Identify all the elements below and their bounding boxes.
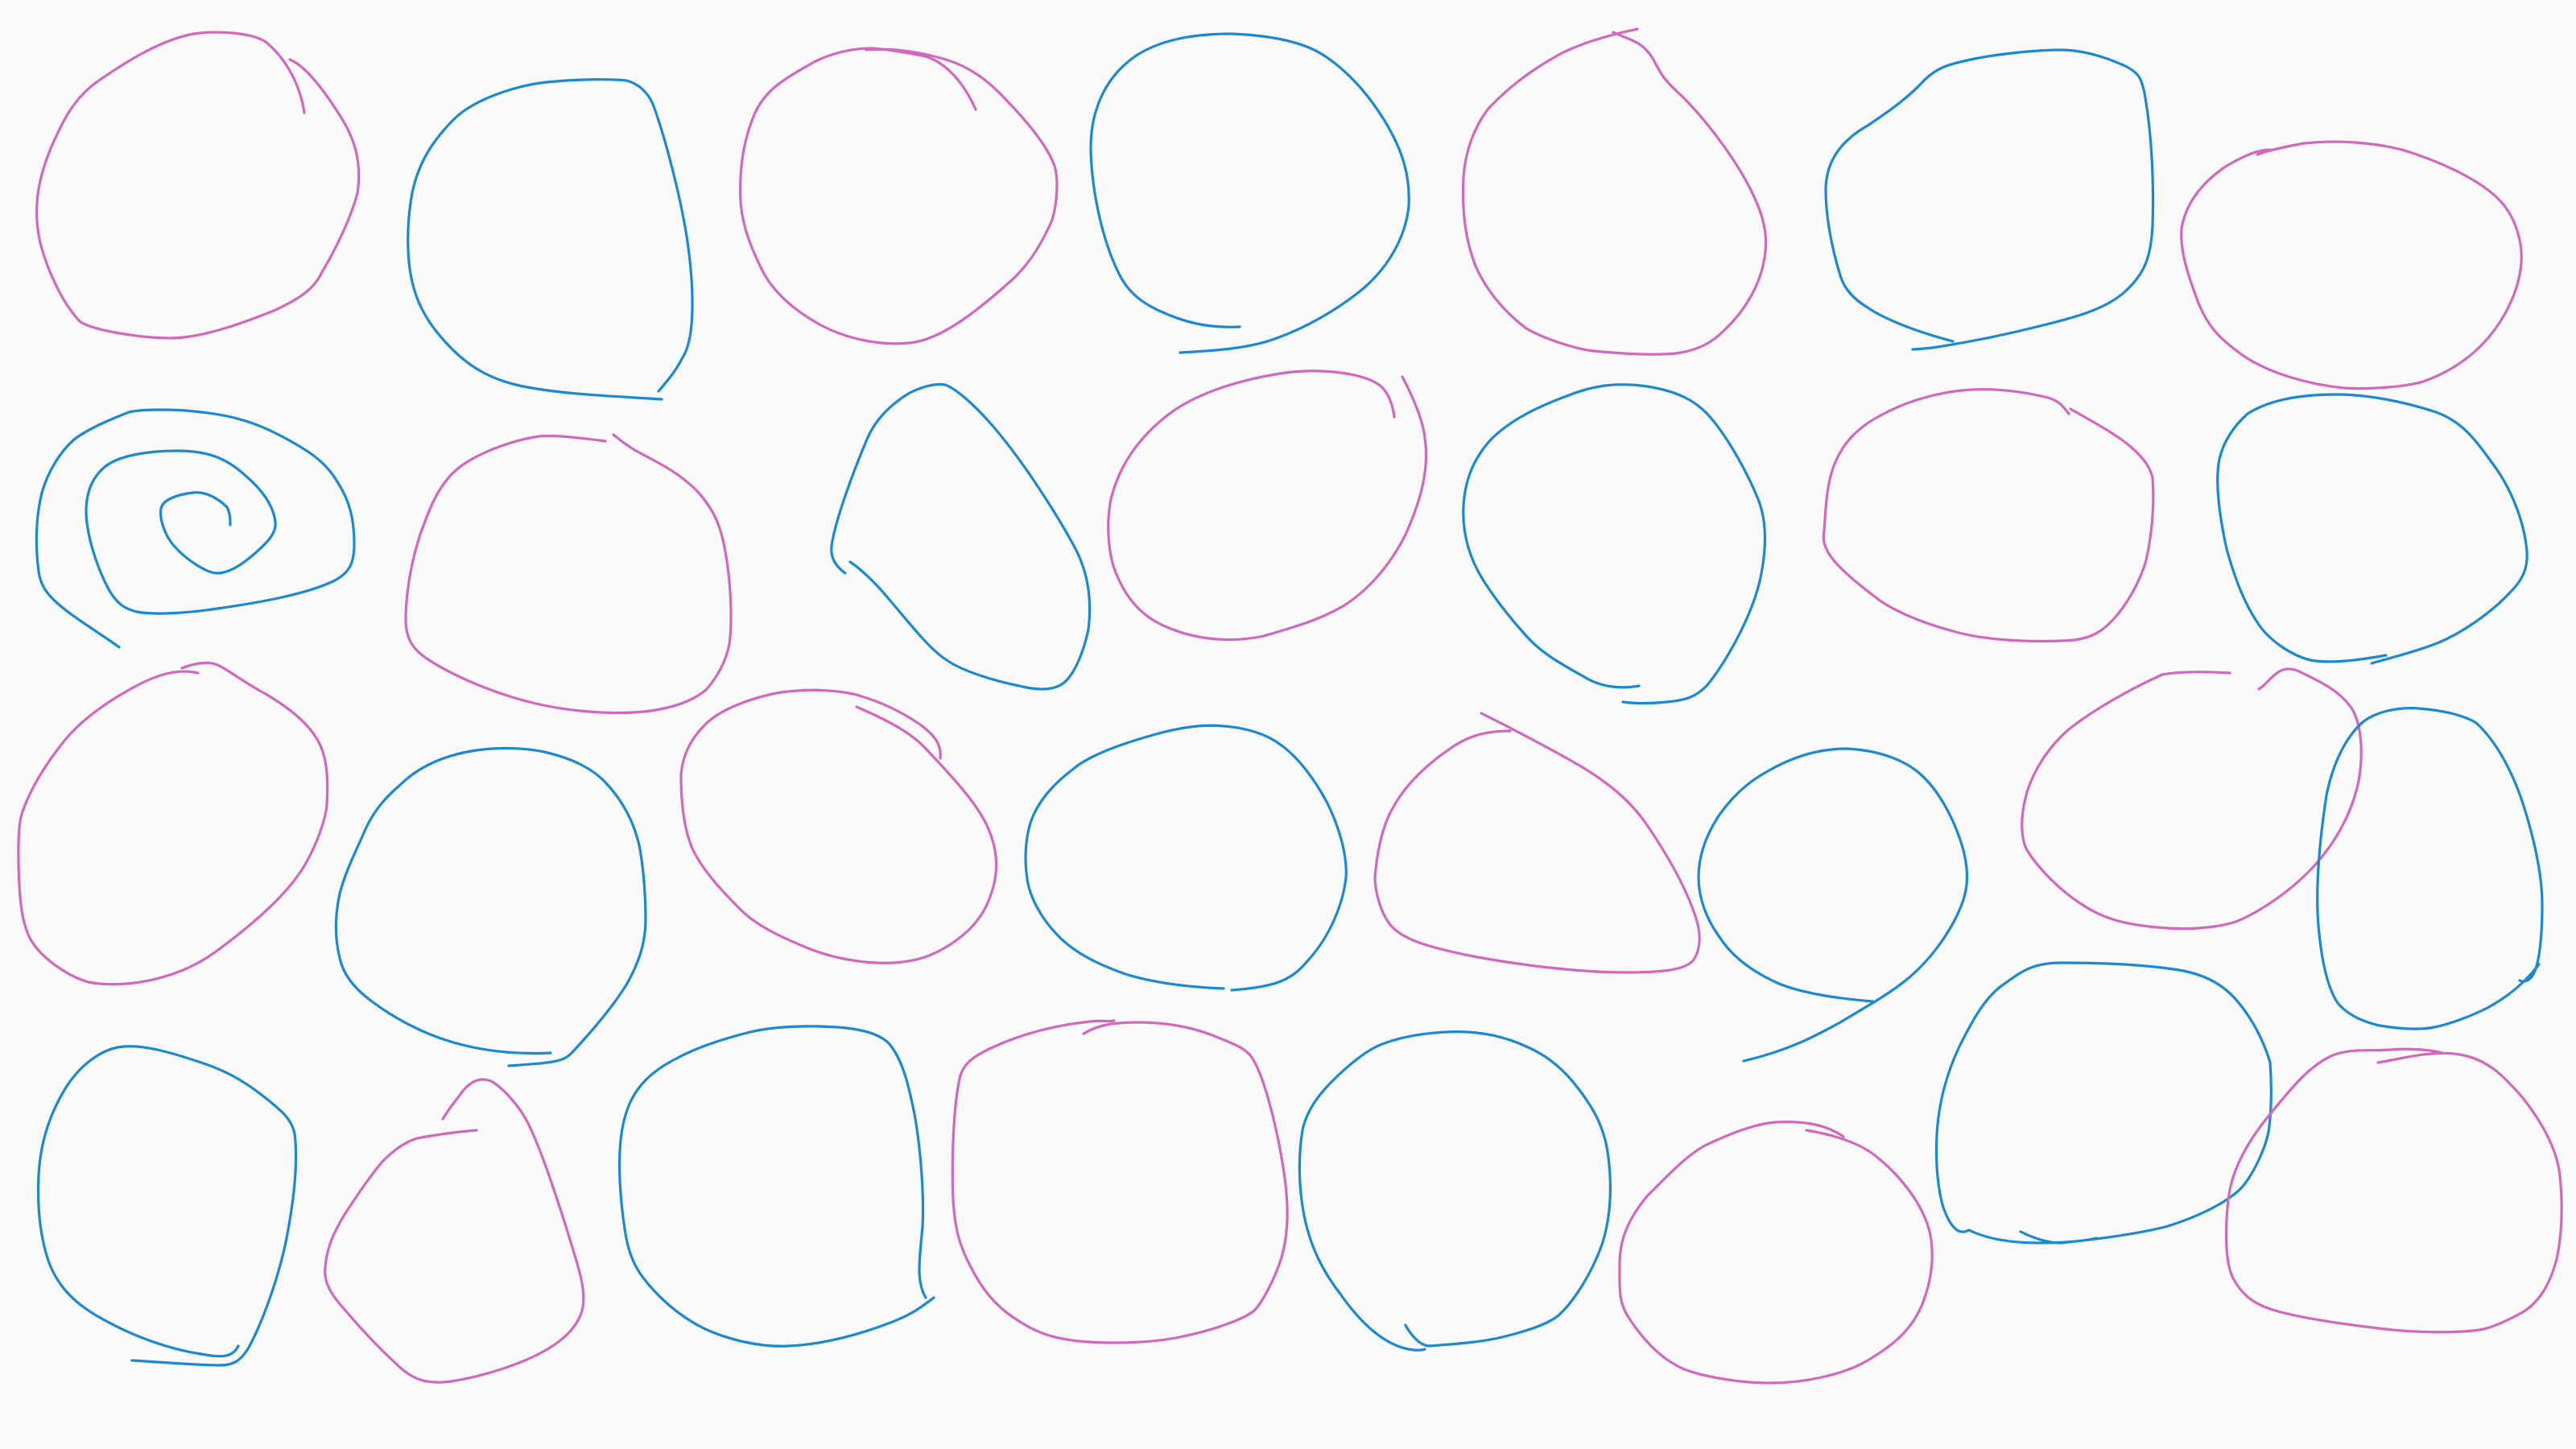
loop-shape-r4c1: [36, 1045, 298, 1367]
loop-shape-r3c7: [2021, 667, 2363, 931]
loop-shape-r2c7: [2216, 393, 2529, 665]
loop-shape-r2c5: [1462, 383, 1767, 705]
loop-shape-r4c7: [1934, 961, 2273, 1245]
loop-shape-r1c4: [1089, 32, 1410, 354]
loop-shape-r3c3: [679, 688, 998, 964]
spiral-shape-r2c1: [35, 408, 356, 649]
loop-shape-r4c8: [2224, 1047, 2563, 1334]
loop-shape-r3c8: [2316, 707, 2544, 1030]
loop-shape-r2c4: [1107, 369, 1428, 642]
loop-shape-r3c6: [1697, 747, 1969, 1063]
loop-shape-r1c1: [35, 31, 361, 340]
loop-shape-r4c4: [951, 1019, 1289, 1344]
loop-shape-r4c3: [617, 1025, 935, 1348]
loop-shape-r3c1: [17, 661, 329, 986]
loop-shape-r2c2: [404, 433, 733, 715]
loop-shape-r3c2: [334, 746, 647, 1067]
loop-shape-r4c6: [1618, 1121, 1934, 1385]
loop-shape-r1c6: [1824, 48, 2155, 351]
loop-shape-r1c7: [2180, 140, 2523, 390]
loop-shape-r2c6: [1822, 388, 2155, 643]
loop-shape-r1c5: [1461, 27, 1768, 356]
loop-shape-r3c4: [1024, 724, 1348, 992]
loop-shape-r2c3: [830, 382, 1092, 691]
loop-shape-r1c2: [407, 78, 694, 401]
loop-shape-r4c5: [1298, 1030, 1612, 1352]
loop-shape-r4c2: [324, 1078, 585, 1384]
loop-shape-r1c3: [739, 47, 1059, 345]
loop-shape-r3c5: [1373, 712, 1701, 974]
